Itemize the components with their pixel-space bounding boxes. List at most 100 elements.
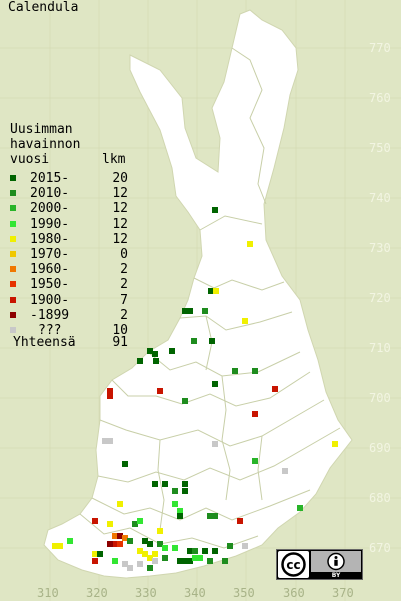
observation-square xyxy=(182,558,188,564)
observation-square xyxy=(157,528,163,534)
legend-row: -1899 2 xyxy=(10,308,130,323)
observation-square xyxy=(202,308,208,314)
observation-square xyxy=(197,555,203,561)
legend-swatch xyxy=(10,190,16,197)
cc-logo-panel: cc xyxy=(278,551,309,578)
observation-square xyxy=(207,513,213,519)
observation-square xyxy=(137,518,143,524)
observation-square xyxy=(157,541,163,547)
observation-square xyxy=(177,513,183,519)
legend-swatch xyxy=(10,327,16,333)
observation-square xyxy=(212,513,218,519)
observation-square xyxy=(222,558,228,564)
legend-row: 1960- 2 xyxy=(10,262,130,277)
observation-square xyxy=(297,505,303,511)
observation-square xyxy=(162,545,168,551)
observation-square xyxy=(147,555,153,561)
observation-square xyxy=(182,308,188,314)
y-coord-label: 690 xyxy=(369,441,391,455)
observation-square xyxy=(92,558,98,564)
y-coord-label: 760 xyxy=(369,91,391,105)
observation-square xyxy=(147,565,153,571)
observation-square xyxy=(137,561,143,567)
legend-count: 10 xyxy=(112,323,128,338)
legend-row: 2015- 20 xyxy=(10,171,130,186)
observation-square xyxy=(52,543,58,549)
legend-heading-year: vuosi xyxy=(10,152,50,167)
x-coord-label: 330 xyxy=(135,586,157,600)
x-coord-label: 310 xyxy=(37,586,59,600)
legend-count: 2 xyxy=(120,307,128,323)
observation-square xyxy=(282,468,288,474)
observation-square xyxy=(152,558,158,564)
observation-square xyxy=(212,441,218,447)
observation-square xyxy=(237,518,243,524)
observation-square xyxy=(177,558,183,564)
legend-total-label: Yhteensä xyxy=(13,335,76,350)
observation-square xyxy=(102,438,108,444)
observation-square xyxy=(127,538,133,544)
attribution-panel xyxy=(311,551,361,572)
observation-square xyxy=(157,388,163,394)
observation-square xyxy=(117,533,123,539)
y-coord-label: 680 xyxy=(369,491,391,505)
legend-swatch xyxy=(10,311,16,318)
legend-swatch xyxy=(10,281,16,288)
observation-square xyxy=(152,551,158,557)
observation-squares xyxy=(52,207,338,571)
observation-square xyxy=(232,368,238,374)
cc-logo-text: cc xyxy=(286,558,300,572)
observation-square xyxy=(187,558,193,564)
observation-square xyxy=(212,548,218,554)
y-coord-label: 720 xyxy=(369,291,391,305)
legend-swatch xyxy=(10,220,16,227)
legend-count: 12 xyxy=(112,186,128,202)
legend-swatch xyxy=(10,251,16,257)
observation-square xyxy=(242,543,248,549)
observation-square xyxy=(187,308,193,314)
observation-square xyxy=(172,545,178,551)
observation-square xyxy=(227,543,233,549)
observation-square xyxy=(107,438,113,444)
legend-row: 1950- 2 xyxy=(10,277,130,292)
observation-square xyxy=(252,368,258,374)
observation-square xyxy=(252,458,258,464)
observation-square xyxy=(242,318,248,324)
observation-square xyxy=(107,393,113,399)
legend-year-label: 1970- xyxy=(30,247,70,262)
legend-row: 1980- 12 xyxy=(10,232,130,247)
observation-square xyxy=(122,561,128,567)
observation-square xyxy=(147,541,153,547)
observation-square xyxy=(182,488,188,494)
cc-icon: cc xyxy=(281,552,306,577)
observation-square xyxy=(272,386,278,392)
observation-square xyxy=(252,411,258,417)
person-icon xyxy=(327,552,345,571)
observation-square xyxy=(332,441,338,447)
legend-year-label: 2010- xyxy=(30,186,70,202)
observation-square xyxy=(112,533,118,539)
legend-year-label: 1950- xyxy=(30,277,70,293)
cc-by-license-badge[interactable]: cc BY xyxy=(276,549,363,580)
y-coord-label: 750 xyxy=(369,141,391,155)
y-coord-label: 700 xyxy=(369,391,391,405)
y-coord-label: 730 xyxy=(369,241,391,255)
observation-square xyxy=(192,548,198,554)
finland-outline xyxy=(43,9,353,579)
observation-square xyxy=(117,501,123,507)
legend-swatch xyxy=(10,235,16,242)
observation-square xyxy=(209,338,215,344)
legend-count: 2 xyxy=(120,262,128,278)
legend-heading-line1: Uusimman xyxy=(10,122,73,137)
observation-square xyxy=(153,358,159,364)
observation-square xyxy=(162,555,168,561)
observation-square xyxy=(137,358,143,364)
legend-row: ??? 10 xyxy=(10,323,130,338)
observation-square xyxy=(192,555,198,561)
observation-square xyxy=(207,558,213,564)
observation-square xyxy=(92,518,98,524)
legend-count: 2 xyxy=(120,277,128,293)
observation-square xyxy=(142,551,148,557)
observation-square xyxy=(112,541,118,547)
observation-square xyxy=(107,541,113,547)
